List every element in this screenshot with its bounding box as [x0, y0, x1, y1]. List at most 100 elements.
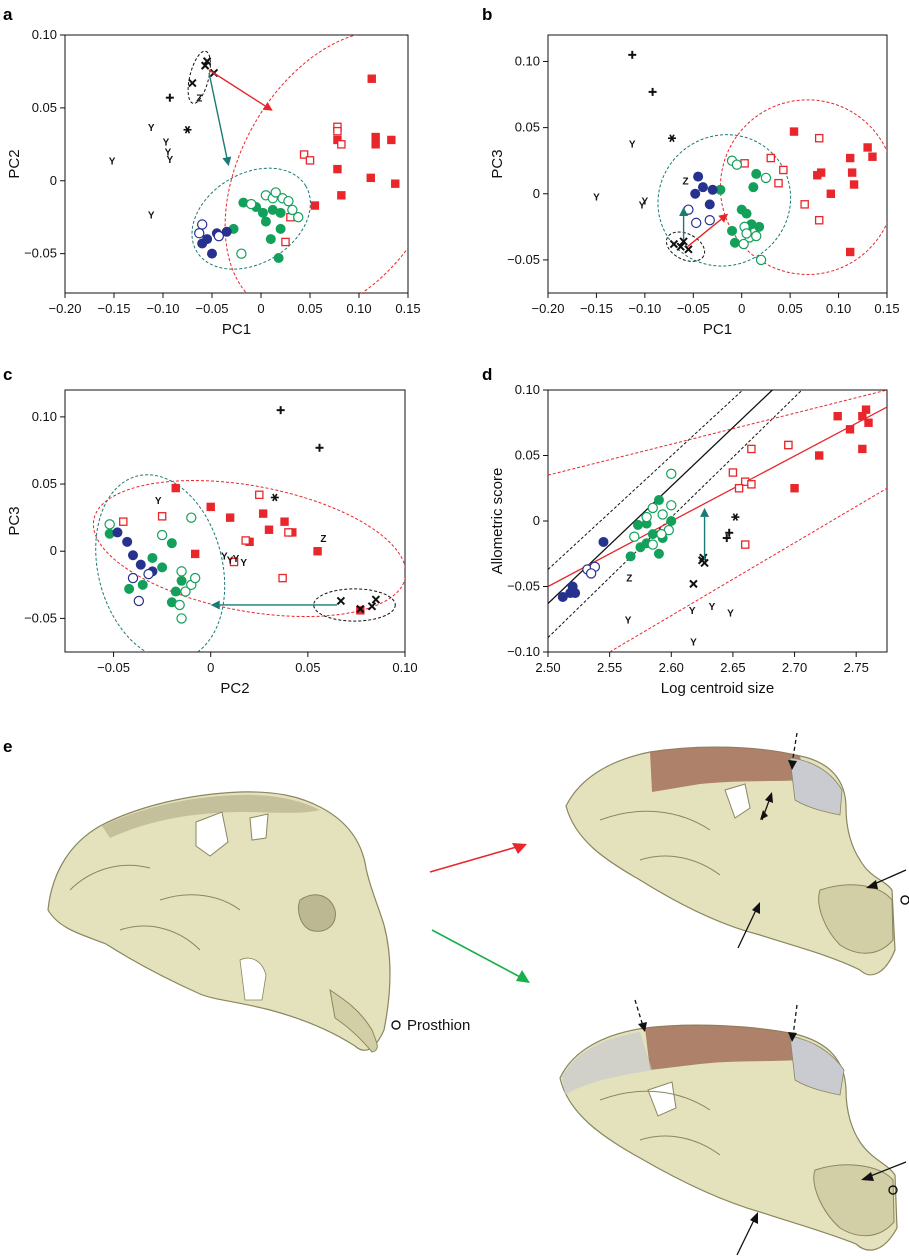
- x-tick-label: 2.70: [782, 660, 807, 675]
- filled-square-point: [190, 549, 200, 559]
- open-circle-point: [293, 212, 304, 223]
- filled-circle-point: [653, 495, 664, 506]
- filled-circle-point: [275, 223, 286, 234]
- y-letter-point: Y: [148, 123, 155, 134]
- group-ellipse-teal: [95, 474, 226, 652]
- y-tick-label: 0.05: [515, 120, 540, 135]
- y-letter-point: Y: [109, 156, 116, 167]
- open-circle-point: [143, 568, 154, 580]
- skull-illustrations: Prosthion: [47, 732, 909, 1256]
- filled-square-point: [790, 484, 799, 493]
- y-letter-point: Y: [240, 558, 247, 569]
- asterisk-stroke: [184, 125, 191, 134]
- x-cross-stroke: [356, 604, 365, 614]
- asterisk-point: [731, 513, 740, 521]
- y-axis-label: PC2: [6, 149, 23, 178]
- filled-square-point: [280, 517, 289, 526]
- open-circle-point: [755, 254, 767, 266]
- filled-circle-point: [147, 552, 158, 563]
- z-letter-point: Z: [626, 573, 632, 584]
- filled-circle-point: [557, 591, 568, 602]
- panel-letter-b: b: [482, 5, 492, 24]
- y-tick-label: 0.10: [32, 27, 57, 42]
- x-tick-label: −0.20: [49, 301, 82, 316]
- filled-square-point: [225, 513, 235, 522]
- filled-circle-point: [137, 579, 148, 590]
- open-circle-point: [194, 228, 205, 239]
- open-square-point: [784, 440, 793, 450]
- y-tick-label: 0.05: [32, 476, 57, 491]
- filled-square-point: [813, 171, 822, 180]
- x-cross-stroke: [679, 237, 688, 246]
- filled-square-point: [367, 74, 376, 83]
- y-letter-point: Y: [165, 148, 172, 159]
- y-tick-label: 0.10: [515, 53, 540, 68]
- filled-circle-point: [157, 562, 168, 573]
- open-circle-point: [647, 502, 658, 514]
- open-circle-point: [751, 230, 762, 242]
- open-square-point: [278, 573, 287, 583]
- y-tick-label: 0: [533, 513, 540, 528]
- open-circle-point: [585, 568, 597, 579]
- open-circle-point: [647, 539, 658, 550]
- x-cross-stroke: [684, 245, 693, 254]
- y-axis-label: Allometric score: [489, 468, 506, 575]
- filled-circle-point: [273, 253, 284, 264]
- y-tick-label: −0.10: [507, 644, 540, 659]
- open-square-point: [333, 126, 342, 136]
- y-letter-point: Y: [629, 139, 636, 150]
- x-cross-point: [188, 78, 197, 88]
- skull-left-image: Prosthion: [47, 791, 470, 1053]
- y-letter-point: Y: [727, 609, 734, 620]
- filled-square-point: [849, 180, 859, 189]
- filled-circle-point: [275, 207, 286, 218]
- x-tick-label: 0.10: [826, 301, 851, 316]
- filled-circle-point: [751, 168, 762, 179]
- open-circle-point: [690, 217, 702, 229]
- y-tick-label: −0.05: [24, 610, 57, 625]
- group-ellipse-black: [313, 588, 396, 622]
- plot-frame: [64, 389, 406, 653]
- filled-circle-point: [748, 182, 759, 193]
- open-circle-point: [176, 566, 187, 577]
- prosthion-marker-lower: [888, 1185, 898, 1195]
- filled-circle-point: [653, 548, 664, 559]
- open-circle-point: [657, 509, 668, 520]
- asterisk-point: [183, 125, 192, 134]
- filled-circle-point: [697, 182, 708, 193]
- chart-panel-a: −0.20 −0.15 −0.10 −0.05 0 0.05 0.10 0.15 −0.05 0 0…: [6, 27, 421, 338]
- arrow-to-lower-skull: [431, 929, 530, 983]
- x-tick-label: 0: [257, 301, 264, 316]
- open-circle-point: [287, 204, 298, 216]
- x-axis-label: PC2: [220, 680, 249, 697]
- y-letter-point: Y: [155, 496, 162, 507]
- arrow-shaft: [687, 218, 722, 248]
- y-letter-point: Y: [690, 638, 697, 649]
- open-circle-point: [704, 215, 715, 226]
- filled-circle-point: [647, 529, 658, 540]
- x-tick-label: 2.65: [720, 660, 745, 675]
- open-circle-point: [176, 613, 187, 624]
- y-tick-label: 0.10: [515, 382, 540, 397]
- regression-line-black-dashed: [548, 390, 744, 570]
- x-cross-point: [202, 57, 212, 66]
- arrow-to-upper-skull: [429, 843, 527, 873]
- filled-circle-point: [221, 226, 232, 237]
- filled-circle-point: [265, 234, 276, 245]
- prosthion-marker-upper: [900, 895, 909, 905]
- y-letter-point: Y: [148, 210, 155, 221]
- shift-arrow-red: [687, 213, 729, 248]
- x-tick-label: −0.05: [196, 301, 229, 316]
- x-cross-point: [336, 596, 346, 606]
- filled-square-point: [847, 168, 857, 177]
- y-tick-label: 0.10: [32, 409, 57, 424]
- panel-letter-a: a: [3, 5, 13, 24]
- x-cross-stroke: [188, 78, 197, 88]
- asterisk-point: [667, 134, 676, 143]
- plus-point: [628, 50, 637, 59]
- open-square-point: [779, 165, 788, 175]
- open-circle-point: [104, 519, 115, 530]
- open-circle-point: [738, 238, 749, 250]
